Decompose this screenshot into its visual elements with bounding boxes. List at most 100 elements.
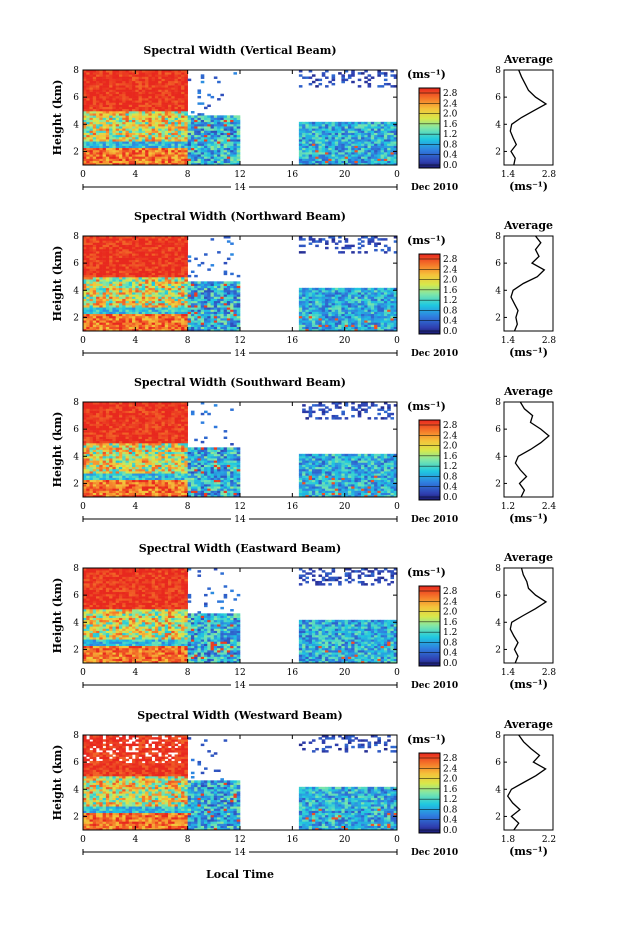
heatmap-cell [151, 113, 156, 116]
heatmap-cell [367, 78, 372, 82]
heatmap-cell [204, 117, 208, 120]
heatmap-cell [341, 123, 345, 127]
heatmap-cell [311, 80, 316, 84]
heatmap-cell [89, 285, 94, 289]
heatmap-cell [305, 139, 309, 142]
heatmap-cell [138, 302, 143, 306]
heatmap-cell [187, 136, 192, 140]
heatmap-cell [151, 102, 156, 105]
heatmap-cell [154, 268, 159, 271]
heatmap-cell [115, 309, 120, 312]
heatmap-cell [347, 313, 352, 317]
heatmap-cell [367, 141, 372, 144]
heatmap-cell [361, 128, 365, 131]
heatmap-cell [83, 82, 87, 86]
heatmap-cell [99, 261, 103, 265]
heatmap-cell [338, 318, 342, 321]
heatmap-cell [135, 102, 139, 105]
heatmap-cell [311, 128, 316, 131]
heatmap-cell [135, 139, 139, 142]
heatmap-cell [102, 145, 107, 149]
heatmap-cell [181, 248, 185, 252]
heatmap-cell [233, 294, 238, 297]
heatmap-cell [171, 255, 175, 258]
heatmap-cell [347, 143, 352, 146]
heatmap-cell [135, 89, 139, 92]
heatmap-cell [102, 111, 107, 114]
heatmap-cell [321, 156, 326, 159]
heatmap-cell [164, 70, 169, 73]
heatmap-cell [135, 70, 139, 73]
heatmap-cell [194, 326, 198, 330]
heatmap-cell [105, 113, 110, 116]
heatmap-cell [86, 158, 90, 161]
heatmap-cell [194, 160, 198, 164]
heatmap-cell [331, 326, 336, 330]
heatmap-cell [161, 324, 166, 327]
heatmap-cell [187, 328, 192, 332]
heatmap-cell [128, 311, 133, 315]
heatmap-cell [112, 70, 117, 73]
heatmap-cell [118, 132, 123, 136]
heatmap-cell [122, 85, 126, 88]
heatmap-cell [92, 326, 97, 330]
heatmap-cell [122, 287, 126, 291]
heatmap-cell [109, 285, 113, 289]
heatmap-cell [161, 251, 166, 254]
heatmap-cell [217, 298, 221, 302]
heatmap-cell [197, 89, 202, 92]
heatmap-cell [367, 145, 372, 149]
heatmap-cell [177, 264, 182, 267]
heatmap-cell [177, 130, 182, 133]
heatmap-cell [177, 307, 182, 310]
heatmap-cell [318, 162, 323, 166]
heatmap-cell [86, 246, 90, 250]
heatmap-cell [105, 244, 110, 248]
heatmap-cell [158, 113, 162, 116]
heatmap-cell [177, 294, 182, 297]
heatmap-cell [125, 324, 130, 327]
heatmap-cell [223, 302, 228, 306]
heatmap-cell [118, 128, 123, 131]
heatmap-cell [374, 128, 378, 131]
heatmap-cell [174, 76, 179, 79]
heatmap-cell [99, 292, 103, 295]
heatmap-cell [148, 156, 152, 159]
heatmap-cell [115, 70, 120, 73]
heatmap-cell [331, 126, 336, 129]
heatmap-cell [92, 76, 97, 79]
heatmap-cell [318, 313, 323, 317]
heatmap-cell [148, 78, 152, 82]
heatmap-cell [99, 266, 103, 269]
heatmap-cell [184, 248, 188, 252]
heatmap-cell [341, 158, 345, 161]
heatmap-cell [233, 139, 238, 142]
heatmap-cell [128, 242, 133, 245]
heatmap-cell [298, 121, 303, 125]
heatmap-cell [341, 294, 345, 297]
heatmap-cell [99, 141, 103, 144]
heatmap-cell [207, 152, 211, 155]
heatmap-cell [230, 152, 234, 155]
heatmap-cell [187, 322, 192, 325]
heatmap-cell [200, 292, 205, 295]
heatmap-cell [89, 121, 94, 125]
heatmap-cell [334, 315, 339, 319]
heatmap-cell [357, 145, 362, 149]
x-tick-label: 20 [339, 170, 351, 180]
heatmap-cell [132, 318, 136, 321]
heatmap-cell [354, 320, 359, 323]
heatmap-cell [148, 160, 152, 164]
heatmap-cell [141, 158, 146, 161]
heatmap-cell [325, 313, 329, 317]
heatmap-cell [171, 143, 175, 146]
heatmap-cell [145, 102, 149, 105]
heatmap-cell [86, 87, 90, 90]
heatmap-cell [367, 74, 372, 77]
heatmap-cell [86, 149, 90, 153]
heatmap-cell [122, 136, 126, 140]
heatmap-cell [118, 70, 123, 73]
heatmap-cell [164, 296, 169, 299]
heatmap-cell [217, 154, 221, 157]
heatmap-cell [105, 158, 110, 161]
